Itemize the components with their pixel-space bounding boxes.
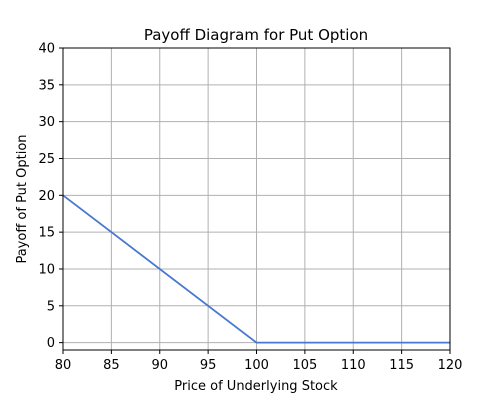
y-tick-label: 0 <box>47 336 55 351</box>
x-tick-label: 80 <box>55 358 72 373</box>
y-axis-label: Payoff of Put Option <box>15 134 30 263</box>
y-tick-label: 5 <box>47 299 55 314</box>
y-tick-label: 30 <box>38 115 55 130</box>
put-payoff-line <box>62 194 450 344</box>
y-tick-label: 25 <box>38 152 55 167</box>
x-tick-label: 115 <box>389 358 414 373</box>
x-axis-label: Price of Underlying Stock <box>174 379 338 394</box>
x-tick-label: 85 <box>103 358 120 373</box>
y-axis-ticks: 0 5 10 15 20 25 30 35 40 <box>38 42 63 351</box>
x-tick-label: 90 <box>151 358 168 373</box>
series-layer <box>62 194 450 344</box>
y-tick-label: 40 <box>38 42 55 57</box>
y-tick-label: 15 <box>38 226 55 241</box>
x-tick-label: 105 <box>292 358 317 373</box>
x-tick-label: 110 <box>341 358 366 373</box>
x-tick-label: 95 <box>200 358 217 373</box>
chart-title: Payoff Diagram for Put Option <box>144 26 368 44</box>
x-tick-label: 120 <box>438 358 463 373</box>
x-tick-label: 100 <box>244 358 269 373</box>
x-axis-ticks: 80 85 90 95 100 105 110 115 120 <box>55 350 463 373</box>
y-tick-label: 20 <box>38 189 55 204</box>
y-tick-label: 10 <box>38 262 55 277</box>
grid <box>62 47 451 350</box>
y-tick-label: 35 <box>38 78 55 93</box>
